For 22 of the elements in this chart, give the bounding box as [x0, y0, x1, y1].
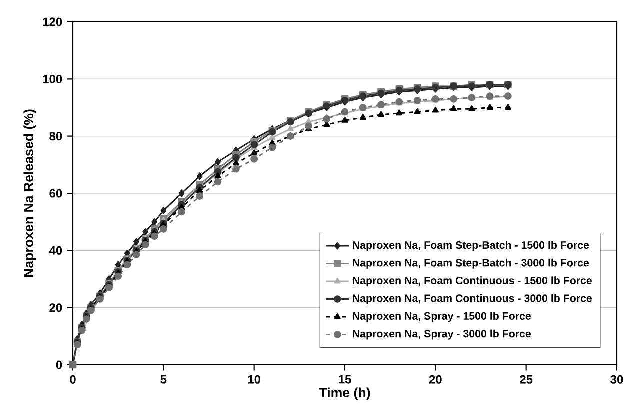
y-tick-label: 60 — [50, 189, 62, 198]
legend-label: Naproxen Na, Spray - 3000 lb Force — [353, 330, 532, 340]
x-tick-label: 5 — [160, 375, 167, 384]
legend-label: Naproxen Na, Foam Step-Batch - 3000 lb Force — [353, 258, 590, 269]
x-axis-title: Time (h) — [319, 388, 370, 400]
x-tick-label: 25 — [520, 375, 533, 384]
y-tick-label: 40 — [49, 246, 62, 255]
y-tick-label: 0 — [56, 360, 62, 370]
y-tick-label: 120 — [43, 18, 62, 26]
legend-label: Naproxen Na, Foam Continuous - 1500 lb Force — [353, 276, 592, 287]
x-tick-label: 30 — [610, 375, 624, 384]
x-tick-label: 0 — [70, 375, 76, 384]
x-tick-label: 10 — [248, 375, 261, 384]
y-axis-title: Naproxen Na Released (%) — [24, 110, 36, 278]
x-tick-label: 20 — [429, 375, 442, 384]
y-tick-label: 80 — [50, 132, 62, 141]
legend-label: Naproxen Na, Spray - 1500 lb Force — [353, 312, 532, 322]
y-tick-label: 20 — [50, 304, 62, 312]
y-tick-label: 100 — [43, 74, 62, 84]
legend-label: Naproxen Na, Foam Step-Batch - 1500 lb Force — [353, 241, 590, 252]
x-tick-label: 15 — [339, 375, 352, 384]
legend-label: Naproxen Na, Foam Continuous - 3000 lb Force — [353, 294, 592, 304]
